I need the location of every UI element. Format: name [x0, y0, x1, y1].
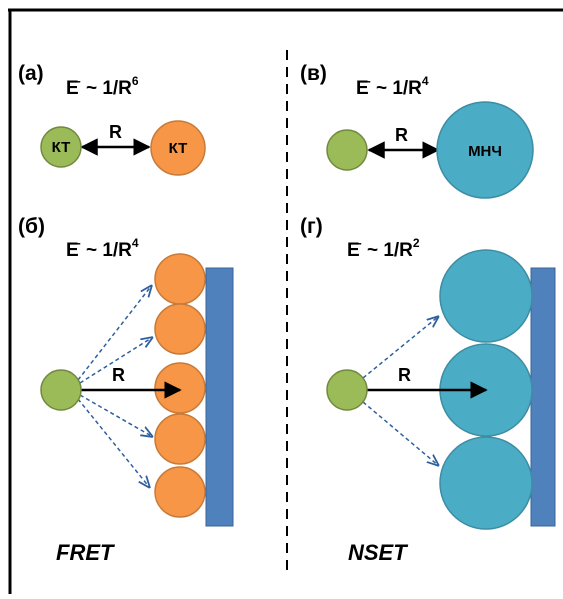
- panel-v-distance-label: R: [395, 125, 408, 145]
- panel-v-formula-minus: -: [367, 74, 371, 88]
- panel-v-label: (в): [300, 62, 327, 85]
- panel-v-formula: E- ~ 1/R4: [356, 74, 429, 99]
- panel-b-substrate: [205, 267, 234, 527]
- panel-b-acceptor-qd: [154, 303, 206, 355]
- panel-b-distance-label: R: [112, 365, 125, 385]
- panel-a-formula-minus: -: [77, 74, 81, 88]
- panel-a-distance-label: R: [109, 122, 122, 142]
- panel-g-distance-label: R: [398, 365, 411, 385]
- footer-fret-label: FRET: [56, 540, 115, 565]
- panel-g-formula-e: E: [347, 240, 360, 261]
- panel-b-formula-power: 4: [132, 236, 139, 250]
- panel-g-formula-body: ~ 1/R: [362, 240, 413, 261]
- panel-a-formula-power: 6: [132, 74, 139, 88]
- panel-a-formula-e: E: [66, 78, 79, 99]
- panel-b-formula-e: E: [66, 240, 79, 261]
- panel-g-transfer-arrow: [362, 401, 439, 466]
- panel-b-formula-body: ~ 1/R: [81, 240, 132, 261]
- panel-a-donor-qd: [40, 126, 82, 168]
- panel-b-acceptor-qd: [154, 253, 206, 305]
- panel-g-substrate: [530, 267, 556, 527]
- panel-a-formula: E- ~ 1/R6: [66, 74, 139, 99]
- panel-b-formula: E- ~ 1/R4: [66, 236, 139, 261]
- panel-b-formula-minus: -: [77, 236, 81, 250]
- panel-v-acceptor-text: МНЧ: [468, 143, 502, 160]
- panel-a-donor-text: КТ: [52, 139, 71, 156]
- panel-g-metal-nanoparticle: [439, 436, 533, 530]
- panel-b-acceptor-qd: [154, 466, 206, 518]
- panel-a-acceptor-text: КТ: [169, 140, 188, 157]
- panel-a-label: (а): [18, 62, 44, 85]
- panel-b-transfer-arrow: [79, 394, 153, 437]
- panel-g-formula-minus: -: [358, 236, 362, 250]
- panel-a-formula-body: ~ 1/R: [81, 78, 132, 99]
- panel-b-label: (б): [18, 215, 45, 238]
- panel-v-metal-nanoparticle: [436, 101, 534, 199]
- panel-g-metal-nanoparticle: [439, 249, 533, 343]
- panel-v-formula-power: 4: [422, 74, 429, 88]
- panel-b-transfer-arrow: [79, 337, 153, 384]
- panel-g-formula-power: 2: [413, 236, 420, 250]
- panel-a-acceptor-qd: [150, 120, 206, 176]
- panel-v-formula-body: ~ 1/R: [371, 78, 422, 99]
- panel-b-transfer-arrow: [77, 398, 150, 488]
- panel-b-acceptor-qd: [154, 362, 206, 414]
- panel-v-formula-e: E: [356, 78, 369, 99]
- panel-b-donor-qd: [40, 369, 82, 411]
- panel-g-donor-qd: [326, 369, 368, 411]
- panel-b-acceptor-qd: [154, 413, 206, 465]
- panel-g-label: (г): [300, 215, 323, 238]
- panel-g-formula: E- ~ 1/R2: [347, 236, 420, 261]
- panel-g-transfer-arrow: [362, 316, 439, 379]
- footer-nset-label: NSET: [348, 540, 408, 565]
- panel-b-transfer-arrow: [77, 285, 152, 381]
- panel-v-donor-qd: [326, 129, 368, 171]
